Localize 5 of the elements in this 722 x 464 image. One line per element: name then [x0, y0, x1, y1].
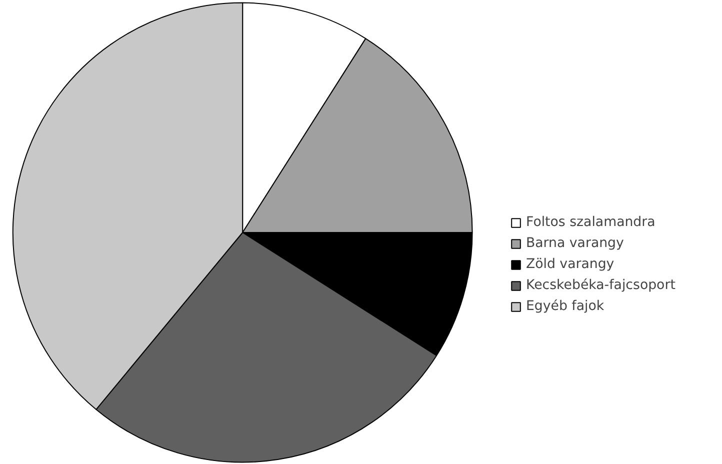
legend-label: Egyéb fajok	[526, 299, 604, 314]
legend-label: Barna varangy	[526, 236, 624, 251]
legend-label: Kecskebéka-fajcsoport	[526, 278, 676, 293]
legend-label: Zöld varangy	[526, 257, 614, 272]
legend-label: Foltos szalamandra	[526, 215, 656, 230]
